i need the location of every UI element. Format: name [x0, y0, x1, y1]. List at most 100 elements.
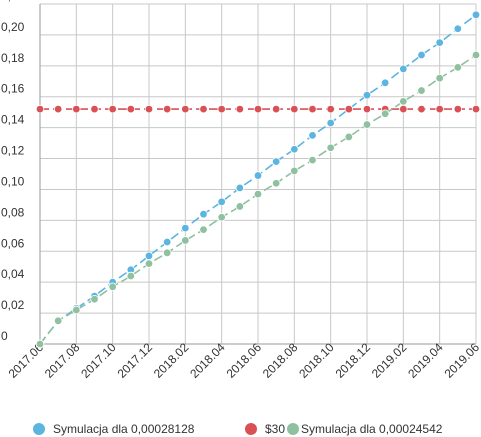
- x-tick-label: 2018.10: [296, 340, 337, 381]
- data-point: [72, 104, 81, 114]
- x-tick-label: 2018.04: [187, 340, 228, 381]
- data-point: [471, 50, 481, 60]
- x-axis-tick-labels: 2017.062017.082017.102017.122018.022018.…: [6, 340, 481, 381]
- x-tick-label: 2018.02: [151, 340, 192, 381]
- chart-legend: Symulacja dla 0,00028128 $30 Symulacja dla…: [33, 422, 443, 436]
- data-point: [380, 109, 390, 118]
- data-point: [53, 104, 63, 114]
- chart-grid: [39, 3, 477, 345]
- legend-label: Symulacja dla 0,00028128: [53, 422, 195, 436]
- data-point: [453, 24, 463, 33]
- data-point: [471, 104, 481, 114]
- data-point: [417, 50, 426, 60]
- data-point: [235, 104, 245, 114]
- data-point: [308, 104, 317, 114]
- y-tick-label: 0,14: [1, 113, 25, 127]
- data-point: [417, 104, 426, 114]
- data-point: [90, 294, 99, 304]
- legend-label: $30: [265, 422, 285, 436]
- y-axis-tick-labels: 0 0,02 0,04 0,06 0,08 0,10 0,12 0,14 0,16 0,18 0,2…: [1, 0, 25, 343]
- x-tick-label: 2017.12: [115, 340, 156, 381]
- legend-item-3: Symulacja dla 0,00024542: [287, 422, 443, 436]
- data-point: [326, 143, 335, 152]
- data-point: [108, 104, 117, 114]
- y-tick-label: 0,02: [1, 298, 25, 312]
- data-point: [453, 63, 463, 72]
- data-point: [108, 282, 117, 292]
- data-point: [144, 104, 154, 114]
- data-point: [308, 155, 317, 165]
- data-point: [253, 171, 263, 180]
- data-point: [271, 179, 281, 188]
- y-tick-label: 0,20: [1, 20, 25, 34]
- y-tick-label: 0: [1, 329, 8, 343]
- data-point: [435, 38, 444, 47]
- data-point: [380, 78, 390, 88]
- data-point: [362, 104, 372, 114]
- y-tick-label: 0,04: [1, 267, 25, 281]
- x-tick-label: 2017.08: [42, 340, 83, 381]
- x-tick-label: 2019.06: [442, 340, 481, 381]
- data-point: [126, 271, 136, 281]
- data-point: [35, 104, 45, 114]
- legend-label: Symulacja dla 0,00024542: [301, 422, 443, 436]
- data-point: [199, 104, 208, 114]
- data-point: [399, 64, 408, 74]
- legend-swatch: [33, 423, 45, 435]
- data-point: [471, 10, 481, 20]
- data-point: [199, 225, 208, 234]
- data-point: [290, 145, 299, 154]
- x-tick-label: 2018.06: [224, 340, 265, 381]
- y-tick-label: 0,16: [1, 82, 25, 96]
- data-point: [253, 104, 263, 114]
- x-tick-label: 2018.12: [333, 340, 374, 381]
- y-tick-label: 0,12: [1, 144, 25, 158]
- data-point: [399, 104, 408, 114]
- data-point: [217, 213, 226, 222]
- y-tick-label: 0,22: [1, 0, 25, 3]
- data-point: [199, 209, 208, 219]
- data-point: [344, 104, 354, 114]
- data-point: [271, 157, 281, 166]
- data-point: [308, 131, 317, 140]
- data-point: [362, 120, 372, 129]
- data-point: [53, 316, 63, 326]
- data-point: [344, 132, 354, 142]
- y-tick-label: 0,08: [1, 205, 25, 219]
- legend-swatch: [245, 423, 257, 435]
- data-point: [435, 104, 444, 114]
- data-point: [417, 86, 426, 95]
- data-point: [181, 223, 190, 233]
- data-point: [290, 104, 299, 114]
- data-point: [144, 251, 154, 261]
- data-point: [217, 104, 226, 114]
- legend-item-1: Symulacja dla 0,00028128: [33, 422, 195, 436]
- data-point: [271, 104, 281, 114]
- data-point: [453, 104, 463, 114]
- data-point: [181, 236, 190, 245]
- data-point: [217, 197, 226, 207]
- data-point: [290, 166, 299, 176]
- chart-series: [35, 10, 481, 349]
- legend-swatch: [287, 423, 299, 435]
- data-point: [144, 259, 154, 268]
- data-point: [399, 97, 408, 106]
- data-point: [362, 90, 372, 100]
- data-point: [181, 104, 190, 114]
- data-point: [35, 339, 45, 349]
- x-tick-label: 2018.08: [260, 340, 301, 381]
- x-tick-label: 2019.04: [405, 340, 446, 381]
- data-point: [162, 248, 172, 258]
- data-point: [126, 104, 136, 114]
- data-point: [235, 202, 245, 211]
- data-point: [326, 118, 335, 128]
- data-point: [435, 73, 444, 83]
- series-3: [35, 50, 481, 349]
- data-point: [90, 104, 99, 114]
- data-point: [326, 104, 335, 114]
- series-2: [35, 104, 481, 114]
- data-point: [235, 183, 245, 193]
- y-tick-label: 0,18: [1, 51, 25, 65]
- data-point: [253, 189, 263, 199]
- y-tick-label: 0,10: [1, 174, 25, 188]
